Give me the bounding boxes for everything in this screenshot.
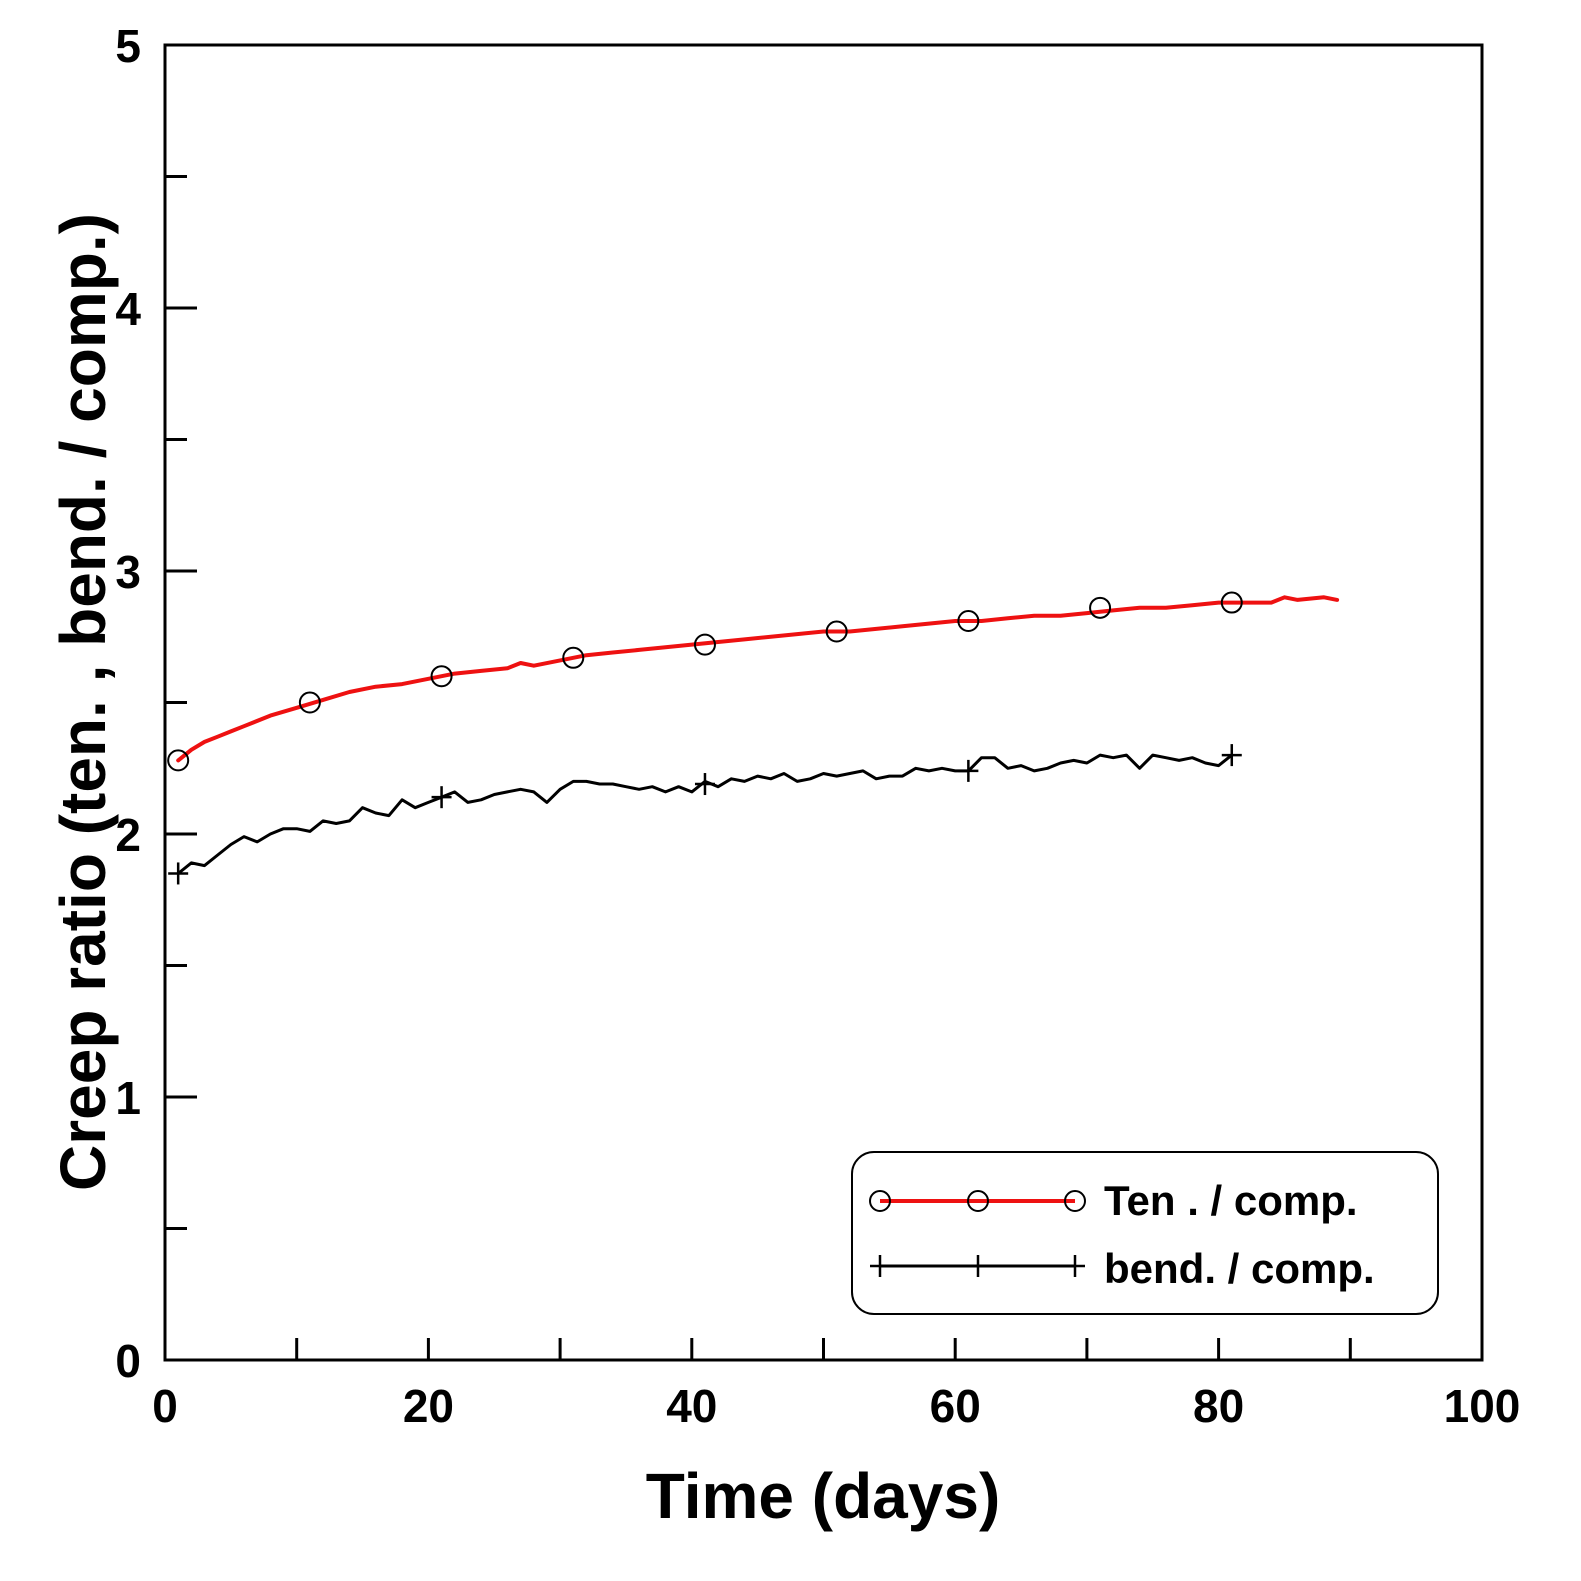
tension-data-marker	[957, 609, 980, 632]
series-markers	[167, 591, 1243, 885]
x-tick-label: 0	[152, 1380, 178, 1432]
y-tick-label: 4	[115, 283, 141, 335]
tension-data-marker	[562, 646, 585, 669]
x-tick-label: 40	[666, 1380, 717, 1432]
legend-label-tension: Ten . / comp.	[1104, 1177, 1358, 1224]
axis-ticks	[165, 175, 1352, 1360]
x-tick-label: 20	[403, 1380, 454, 1432]
legend-marker-tension	[1064, 1190, 1086, 1212]
axis-tick-labels: 0 20 40 60 80 100 0 1 2 3 4 5	[115, 20, 1520, 1432]
legend-marker-bending	[1065, 1255, 1085, 1277]
bending-data-marker	[694, 773, 715, 796]
tension-data-marker	[1089, 596, 1112, 619]
legend-marker-tension	[869, 1190, 891, 1212]
bending-data-marker	[168, 862, 189, 885]
legend-marker-bending	[870, 1255, 890, 1277]
tension-data-marker	[298, 691, 321, 714]
tension-data-marker	[1220, 591, 1243, 614]
tension-data-marker	[430, 665, 453, 688]
legend: Ten . / comp. bend. / comp.	[851, 1151, 1439, 1315]
legend-label-bending: bend. / comp.	[1104, 1245, 1375, 1292]
bending-data-marker	[431, 786, 452, 809]
tension-data-marker	[693, 633, 716, 656]
legend-marker-bending	[968, 1255, 988, 1277]
tension-data-marker	[825, 620, 848, 643]
legend-marker-tension	[967, 1190, 989, 1212]
x-tick-label: 100	[1444, 1380, 1521, 1432]
bending-data-marker	[958, 759, 979, 782]
bending-data-marker	[1221, 744, 1242, 767]
series-line-tension	[176, 595, 1340, 763]
x-tick-label: 80	[1193, 1380, 1244, 1432]
y-axis-title: Creep ratio (ten. , bend. / comp.)	[47, 213, 119, 1191]
y-tick-label: 0	[115, 1335, 141, 1387]
series-lines	[176, 595, 1340, 875]
series-line-bending	[176, 753, 1234, 875]
y-tick-label: 3	[115, 546, 141, 598]
y-tick-label: 5	[115, 20, 141, 72]
legend-box	[851, 1151, 1439, 1315]
x-axis-title: Time (days)	[646, 1460, 1001, 1532]
legend-entries	[869, 1190, 1086, 1277]
y-tick-label: 1	[115, 1072, 141, 1124]
x-tick-label: 60	[930, 1380, 981, 1432]
tension-data-marker	[167, 749, 190, 772]
y-tick-label: 2	[115, 809, 141, 861]
